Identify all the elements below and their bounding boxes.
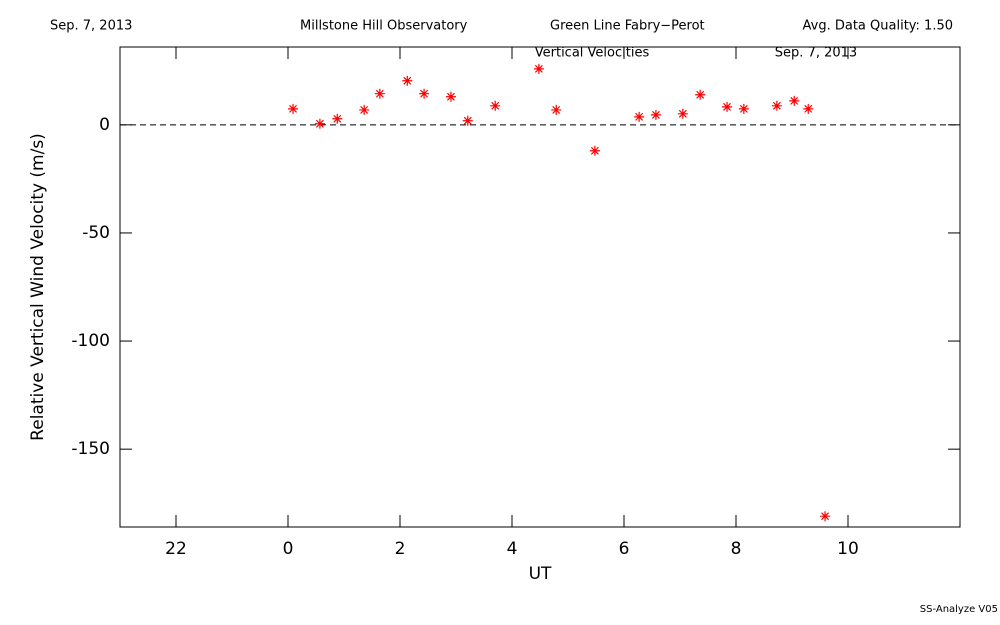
data-point <box>314 118 325 129</box>
y-tick-label: -150 <box>71 439 110 459</box>
chart-title: Vertical Velocities <box>535 46 650 61</box>
header-instrument: Green Line Fabry−Perot <box>550 19 705 34</box>
plot-frame <box>119 46 961 528</box>
y-axis-label: Relative Vertical Wind Velocity (m/s) <box>28 133 48 441</box>
x-tick-label: 8 <box>731 539 742 559</box>
chart-subtitle: Sep. 7, 2013 <box>775 46 857 61</box>
y-tick-label: -50 <box>82 223 110 243</box>
data-point <box>722 101 733 112</box>
data-point <box>359 104 370 115</box>
data-point <box>462 115 473 126</box>
header-date: Sep. 7, 2013 <box>50 19 132 34</box>
x-tick-label: 10 <box>837 539 859 559</box>
x-tick-label: 4 <box>507 539 518 559</box>
data-point <box>634 111 645 122</box>
data-point <box>820 511 831 522</box>
x-axis-label: UT <box>529 564 552 584</box>
data-point <box>402 75 413 86</box>
header-observatory: Millstone Hill Observatory <box>300 19 468 34</box>
x-tick-label: 6 <box>619 539 630 559</box>
data-point <box>288 103 299 114</box>
footer: SS-Analyze V05 <box>920 604 998 615</box>
data-point <box>771 100 782 111</box>
y-tick-label: -100 <box>71 331 110 351</box>
header-quality: Avg. Data Quality: 1.50 <box>803 19 953 34</box>
data-point <box>650 109 661 120</box>
data-point <box>332 113 343 124</box>
x-tick-label: 2 <box>395 539 406 559</box>
data-point <box>551 104 562 115</box>
data-point <box>695 89 706 100</box>
data-point <box>738 103 749 114</box>
x-tick-label: 22 <box>165 539 187 559</box>
data-point <box>374 88 385 99</box>
x-tick-label: 0 <box>283 539 294 559</box>
data-point <box>789 95 800 106</box>
data-point <box>445 91 456 102</box>
data-point <box>533 63 544 74</box>
y-tick-label: 0 <box>99 115 110 135</box>
data-point <box>677 108 688 119</box>
data-point <box>419 88 430 99</box>
data-point <box>490 100 501 111</box>
data-point <box>803 103 814 114</box>
data-point <box>589 145 600 156</box>
